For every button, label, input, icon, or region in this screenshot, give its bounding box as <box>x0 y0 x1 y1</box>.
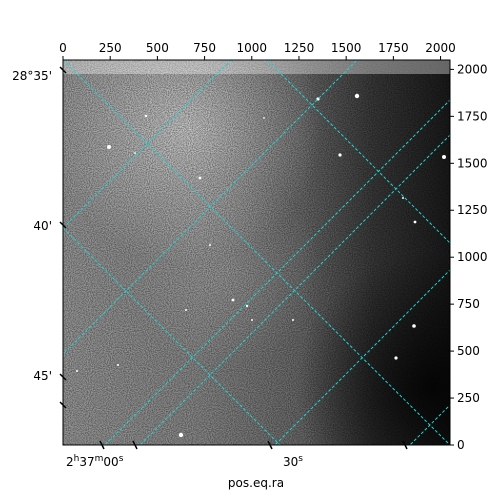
dec-axis: 28°35' 40' 45' <box>12 66 67 409</box>
right-tick-label: 1500 <box>457 156 488 170</box>
plot-frame <box>62 59 451 446</box>
grid-line-dec <box>63 227 281 445</box>
x-axis-title: pos.eq.ra <box>228 476 284 490</box>
top-tick-label: 1750 <box>378 41 409 55</box>
top-tick-label: 1500 <box>331 41 362 55</box>
ra-label-30s: 30s <box>283 454 303 469</box>
grid-line-ra <box>409 404 450 445</box>
dec-label-45: 45' <box>33 369 52 383</box>
dec-tick <box>59 66 67 74</box>
grid-line-ra <box>63 60 358 355</box>
right-tick-label: 2000 <box>457 62 488 76</box>
stars <box>76 93 446 438</box>
right-pixel-axis: 0 250 500 750 1000 1250 1500 1750 2000 <box>450 62 488 452</box>
right-tick-label: 250 <box>457 391 480 405</box>
grid-line-ra <box>104 99 450 445</box>
top-tick-label: 0 <box>59 41 67 55</box>
top-pixel-axis: 0 250 500 750 1000 1250 1500 1750 2000 <box>59 41 456 60</box>
right-tick-label: 1750 <box>457 109 488 123</box>
dec-tick <box>59 373 67 381</box>
grid-line-dec <box>266 60 450 244</box>
right-tick-label: 0 <box>457 438 465 452</box>
top-tick-label: 500 <box>146 41 169 55</box>
dec-label-40: 40' <box>33 219 52 233</box>
dec-tick <box>59 221 67 229</box>
top-tick-label: 1250 <box>284 41 315 55</box>
right-tick-label: 750 <box>457 297 480 311</box>
grid-line-ra <box>274 269 450 445</box>
grid-line-dec <box>63 60 450 445</box>
ra-label-2h37m00s: 2h37m00s <box>66 454 124 469</box>
top-tick-label: 750 <box>193 41 216 55</box>
ra-tick <box>99 440 105 450</box>
right-tick-label: 1000 <box>457 250 488 264</box>
top-tick-label: 2000 <box>425 41 456 55</box>
ra-tick <box>132 440 138 450</box>
grid-line-ra <box>139 134 450 445</box>
grid-line-ra <box>63 60 232 229</box>
ra-tick <box>402 440 408 450</box>
ra-tick <box>267 440 273 450</box>
ra-axis: 2h37m00s 30s pos.eq.ra <box>66 440 408 490</box>
dec-tick <box>59 401 67 409</box>
right-tick-label: 1250 <box>457 203 488 217</box>
top-tick-label: 1000 <box>237 41 268 55</box>
right-tick-label: 500 <box>457 344 480 358</box>
wcs-grid <box>63 60 450 445</box>
top-tick-label: 250 <box>99 41 122 55</box>
dec-label-35: 28°35' <box>12 69 52 83</box>
